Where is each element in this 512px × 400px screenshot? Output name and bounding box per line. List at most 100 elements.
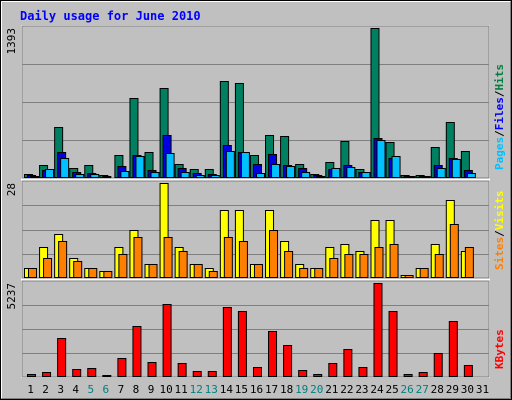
bar-kbytes-day-7 xyxy=(117,358,127,377)
x-tick-label: 26 xyxy=(401,383,414,396)
bar-sites-day-11 xyxy=(178,251,188,278)
x-tick-label: 12 xyxy=(190,383,203,396)
bar-kbytes-day-5 xyxy=(87,368,97,377)
bar-pages-day-27 xyxy=(421,176,431,178)
bar-kbytes-day-24 xyxy=(373,283,383,377)
x-tick-label: 20 xyxy=(310,383,323,396)
series-legend-label: Pages/Files/Hits xyxy=(493,64,506,170)
bar-sites-day-3 xyxy=(58,241,68,278)
legend-part: KBytes xyxy=(493,329,506,369)
bar-sites-day-20 xyxy=(314,268,324,278)
bar-kbytes-day-18 xyxy=(283,345,293,377)
bar-pages-day-13 xyxy=(210,175,220,178)
bar-kbytes-day-17 xyxy=(268,331,278,377)
bar-sites-day-9 xyxy=(148,264,158,278)
x-tick-label: 30 xyxy=(461,383,474,396)
legend-part: / xyxy=(493,230,506,237)
bar-sites-day-1 xyxy=(28,268,37,278)
x-tick-label: 7 xyxy=(118,383,125,396)
legend-part: Hits xyxy=(493,64,506,91)
x-tick-label: 2 xyxy=(42,383,49,396)
bar-kbytes-day-22 xyxy=(343,349,353,377)
x-tick-label: 25 xyxy=(385,383,398,396)
x-tick-label: 29 xyxy=(446,383,459,396)
bar-sites-day-19 xyxy=(299,268,309,278)
bar-sites-day-10 xyxy=(163,237,173,278)
bar-pages-day-18 xyxy=(286,166,296,178)
x-tick-label: 28 xyxy=(431,383,444,396)
bar-pages-day-19 xyxy=(301,172,311,178)
bar-sites-day-4 xyxy=(73,261,83,278)
bar-pages-day-1 xyxy=(30,176,39,178)
bar-kbytes-day-15 xyxy=(237,311,247,377)
bar-sites-day-17 xyxy=(269,230,279,278)
chart-title: Daily usage for June 2010 xyxy=(20,9,201,23)
legend-part: Sites xyxy=(493,237,506,270)
series-legend-label: KBytes xyxy=(493,329,506,369)
x-tick-label: 4 xyxy=(72,383,79,396)
chart-panels: 1393Pages/Files/Hits28Sites/Visits5237KB… xyxy=(5,25,506,378)
x-tick-label: 6 xyxy=(103,383,110,396)
panel-kbytes: 5237 KBytes xyxy=(5,280,506,378)
bar-sites-day-22 xyxy=(344,254,354,278)
bar-pages-day-26 xyxy=(406,176,416,178)
bar-kbytes-day-9 xyxy=(147,362,157,377)
bar-pages-day-29 xyxy=(451,159,461,178)
x-tick-label: 9 xyxy=(148,383,155,396)
bar-pages-day-8 xyxy=(135,156,145,178)
x-axis-tick-labels: 1 2 3 4 5 6 7 8 9 10 11 12 13 14 15 16 17 18 19 20 21 22 23 24 2… xyxy=(27,383,489,396)
bar-sites-day-12 xyxy=(193,264,203,278)
bar-kbytes-day-30 xyxy=(463,365,473,377)
bar-sites-day-13 xyxy=(208,271,218,278)
bar-sites-day-21 xyxy=(329,258,339,278)
bar-kbytes-day-12 xyxy=(192,371,202,377)
y-max-label: 5237 xyxy=(5,283,18,310)
x-tick-label: 31 xyxy=(476,383,489,396)
x-tick-label: 3 xyxy=(57,383,64,396)
x-tick-label: 11 xyxy=(175,383,188,396)
x-tick-label: 8 xyxy=(133,383,140,396)
series-legend-label: Sites/Visits xyxy=(493,191,506,271)
bar-pages-day-7 xyxy=(120,171,130,178)
bar-pages-day-15 xyxy=(240,152,250,178)
bar-kbytes-day-4 xyxy=(72,369,82,377)
legend-part: Visits xyxy=(493,191,506,231)
bar-kbytes-day-27 xyxy=(418,372,428,377)
panel-visits-sites: 28 Sites/Visits xyxy=(5,180,506,279)
x-tick-label: 5 xyxy=(87,383,94,396)
bar-sites-day-30 xyxy=(464,247,474,278)
bar-pages-day-3 xyxy=(60,158,70,178)
bar-kbytes-day-29 xyxy=(448,321,458,377)
bar-pages-day-2 xyxy=(45,169,55,178)
bar-pages-day-11 xyxy=(180,172,190,178)
bar-pages-day-4 xyxy=(75,174,85,178)
x-tick-label: 16 xyxy=(250,383,263,396)
legend-part: Pages xyxy=(493,137,506,170)
bar-kbytes-day-21 xyxy=(328,363,338,377)
bar-pages-day-12 xyxy=(195,175,205,178)
legend-part: / xyxy=(493,90,506,97)
bar-kbytes-day-8 xyxy=(132,326,142,377)
bar-sites-day-8 xyxy=(133,237,143,278)
bar-kbytes-day-20 xyxy=(313,374,323,377)
bar-kbytes-day-11 xyxy=(177,363,187,377)
bar-kbytes-day-26 xyxy=(403,374,413,377)
bar-pages-day-14 xyxy=(225,151,235,178)
bar-kbytes-day-14 xyxy=(222,307,232,377)
bar-kbytes-day-1 xyxy=(27,374,36,377)
bar-kbytes-day-23 xyxy=(358,367,368,377)
x-tick-label: 13 xyxy=(205,383,218,396)
bar-sites-day-24 xyxy=(374,247,384,278)
x-tick-label: 24 xyxy=(370,383,384,396)
bar-pages-day-22 xyxy=(346,167,356,178)
bar-kbytes-day-2 xyxy=(42,372,52,377)
bar-pages-day-28 xyxy=(436,168,446,178)
bar-sites-day-5 xyxy=(88,268,98,278)
bar-kbytes-day-10 xyxy=(162,304,172,377)
bar-sites-day-23 xyxy=(359,254,369,278)
bar-pages-day-25 xyxy=(391,156,401,178)
bar-sites-day-16 xyxy=(253,264,263,278)
bar-pages-day-17 xyxy=(271,164,281,178)
